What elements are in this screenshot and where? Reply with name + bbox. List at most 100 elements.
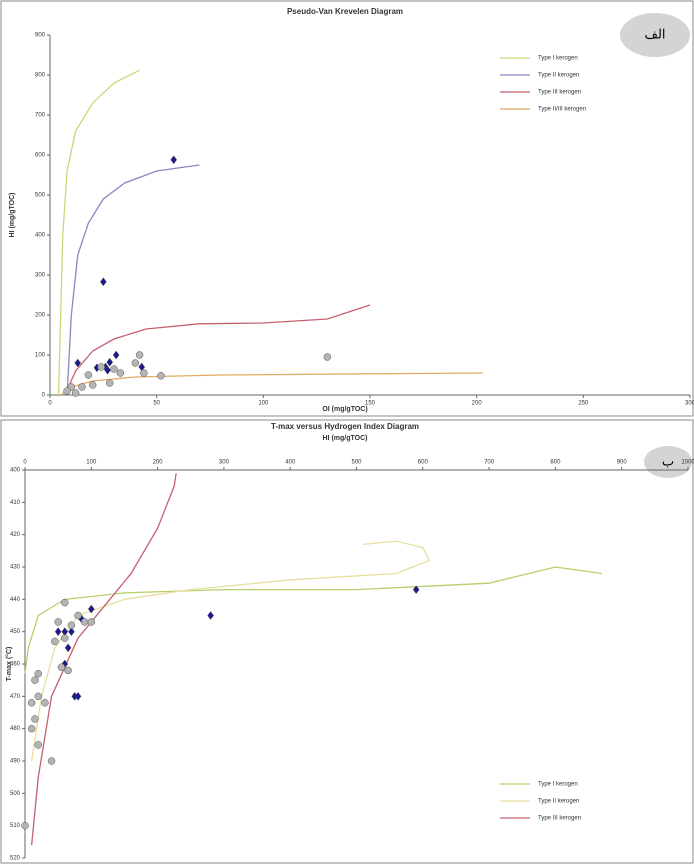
y-tick-label: 520 [10,856,21,862]
x-axis-label: OI (mg/gTOC) [322,406,367,413]
x-tick-label: 300 [685,401,694,407]
y-tick-label: 500 [35,193,46,199]
annotation: ب [662,453,674,468]
point [87,604,95,614]
curve [30,540,431,762]
point [71,389,80,397]
y-tick-label: 460 [10,662,21,668]
x-tick-label: 500 [351,460,362,466]
legend-label: Type I kerogen [538,782,578,788]
x-tick-label: 50 [153,401,160,407]
x-tick-label: 0 [23,460,27,466]
point [88,381,97,389]
point [54,627,62,637]
chart-title: T-max versus Hydrogen Index Diagram [271,422,419,431]
point [170,155,178,165]
y-tick-label: 470 [10,694,21,700]
x-tick-label: 100 [86,460,97,466]
point [157,372,165,380]
y-tick-label: 500 [10,791,21,797]
point [110,365,118,373]
chart-title: Pseudo-Van Krevelen Diagram [287,7,403,16]
x-tick-label: 400 [285,460,296,466]
point [34,741,43,749]
legend-label: Type III kerogen [538,816,581,822]
y-tick-label: 700 [35,113,46,119]
point [67,621,76,629]
point [74,358,82,368]
point [323,353,332,361]
legend-label: Type II/III kerogen [538,107,586,113]
x-tick-label: 0 [48,401,52,407]
panel-frame [0,419,694,864]
point [412,585,420,595]
point [61,634,69,642]
legend-label: Type III kerogen [538,90,581,96]
point [135,351,144,359]
point [84,371,93,379]
point [47,757,56,765]
point [97,363,105,371]
y-tick-label: 0 [42,393,46,399]
y-tick-label: 900 [35,33,46,39]
point [78,383,86,391]
point [27,699,36,707]
point [74,611,82,620]
point [68,627,75,637]
panel-frame [0,0,694,417]
y-tick-label: 410 [10,500,21,506]
y-tick-label: 510 [10,823,21,829]
y-tick-label: 100 [35,353,46,359]
x-axis-label: HI (mg/gTOC) [323,435,368,442]
point [21,821,29,830]
point [116,369,125,377]
point [100,277,107,287]
x-tick-label: 300 [219,460,230,466]
point [87,618,96,626]
curve [66,164,200,396]
point [31,715,39,723]
point [64,666,72,675]
point [41,699,49,707]
y-axis-label: T-max (°C) [5,647,13,682]
y-tick-label: 490 [10,759,21,765]
point [63,387,71,395]
x-tick-label: 200 [472,401,483,407]
x-tick-label: 150 [365,401,376,407]
y-tick-label: 400 [10,468,21,474]
y-tick-label: 420 [10,532,21,538]
x-tick-label: 250 [578,401,589,407]
x-tick-label: 100 [258,401,269,407]
curve [24,566,602,674]
legend-label: Type II kerogen [538,73,579,79]
y-tick-label: 300 [35,273,46,279]
legend-label: Type I kerogen [538,56,578,62]
x-tick-label: 200 [153,460,164,466]
x-tick-label: 1000 [681,460,694,466]
point [27,724,36,733]
point [61,598,69,607]
point [104,365,111,375]
y-tick-label: 800 [35,73,46,79]
point [34,692,43,701]
point [34,669,43,678]
point [80,618,89,626]
legend-label: Type II kerogen [538,799,579,805]
point [51,637,59,646]
x-tick-label: 800 [550,460,561,466]
y-tick-label: 480 [10,726,21,732]
point [207,611,214,620]
y-tick-label: 450 [10,629,21,635]
curve [60,372,484,396]
curve [30,473,177,846]
x-tick-label: 700 [484,460,495,466]
y-tick-label: 200 [35,313,46,319]
point [64,643,72,653]
point [131,359,140,367]
point [112,350,120,360]
point [106,357,114,367]
x-tick-label: 900 [617,460,628,466]
y-tick-label: 440 [10,597,21,603]
y-tick-label: 400 [35,233,46,239]
point [31,676,39,684]
